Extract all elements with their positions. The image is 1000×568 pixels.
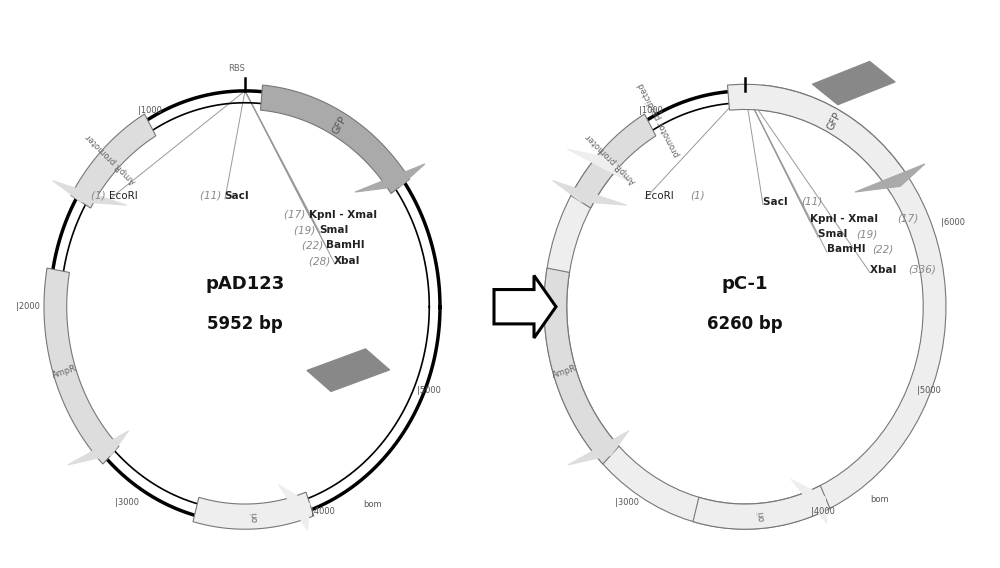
Text: |1000: |1000 [138,106,162,115]
Text: |3000: |3000 [615,498,639,507]
Polygon shape [553,181,627,205]
Text: RBS: RBS [228,64,245,73]
Polygon shape [567,149,630,182]
Polygon shape [812,61,895,105]
Text: AmpR: AmpR [551,364,578,380]
Polygon shape [855,164,925,192]
Text: EcoRI: EcoRI [645,191,677,201]
Text: ori: ori [250,511,260,522]
Text: AmpR promoter: AmpR promoter [584,131,638,185]
Text: 6260 bp: 6260 bp [707,315,783,333]
Polygon shape [355,164,425,192]
Text: (17): (17) [285,210,309,220]
Text: (1): (1) [690,191,705,201]
Text: 5952 bp: 5952 bp [207,315,283,333]
Polygon shape [544,84,946,529]
Text: KpnI - XmaI: KpnI - XmaI [309,210,377,220]
Text: |1000: |1000 [639,106,662,115]
Text: (11): (11) [801,197,822,207]
Text: pC-1: pC-1 [722,275,768,293]
Text: (336): (336) [908,265,936,275]
Polygon shape [193,492,314,529]
Text: (19): (19) [294,225,319,235]
Polygon shape [544,268,619,464]
Polygon shape [693,486,830,529]
Text: |6000: |6000 [941,218,965,227]
Polygon shape [261,85,410,194]
Text: |2000: |2000 [516,302,540,311]
Text: SacI: SacI [224,191,249,201]
Polygon shape [68,431,129,465]
Text: XbaI: XbaI [870,265,900,275]
Polygon shape [44,268,119,464]
Text: AmpR: AmpR [51,364,78,380]
Text: |2000: |2000 [16,302,40,311]
Text: (1): (1) [91,191,109,201]
Text: GFP: GFP [331,114,349,136]
Text: (22): (22) [872,244,893,254]
Text: (17): (17) [897,214,918,224]
Text: |3000: |3000 [114,498,138,507]
Text: (19): (19) [856,229,877,239]
Polygon shape [278,485,310,531]
Text: bom: bom [870,495,889,504]
Text: GFP: GFP [825,111,843,132]
Text: |4000: |4000 [311,507,335,516]
Text: |5000: |5000 [917,386,941,395]
Polygon shape [53,181,127,205]
Text: SmaI: SmaI [319,225,348,235]
Text: AmpR promoter: AmpR promoter [84,131,138,185]
Polygon shape [571,114,656,208]
Text: ori: ori [757,510,766,521]
Polygon shape [71,114,156,208]
Text: bom: bom [363,500,382,509]
Polygon shape [494,275,556,338]
Text: BamHI: BamHI [827,244,869,254]
Text: |4000: |4000 [811,507,835,516]
Text: (28): (28) [309,256,334,266]
Polygon shape [568,431,629,465]
Polygon shape [307,349,390,391]
Text: XbaI: XbaI [334,256,360,266]
Text: SacI: SacI [763,197,791,207]
Text: pAD123: pAD123 [205,275,285,293]
Text: BamHI: BamHI [326,240,365,250]
Text: KpnI - XmaI: KpnI - XmaI [810,214,882,224]
Polygon shape [791,479,827,523]
Polygon shape [761,85,910,194]
Text: EcoRI: EcoRI [109,191,138,201]
Text: (11): (11) [200,191,224,201]
Text: |5000: |5000 [417,386,441,395]
Text: (22): (22) [302,240,326,250]
Text: SmaI: SmaI [818,229,851,239]
Text: promotor predicted: promotor predicted [636,81,682,158]
